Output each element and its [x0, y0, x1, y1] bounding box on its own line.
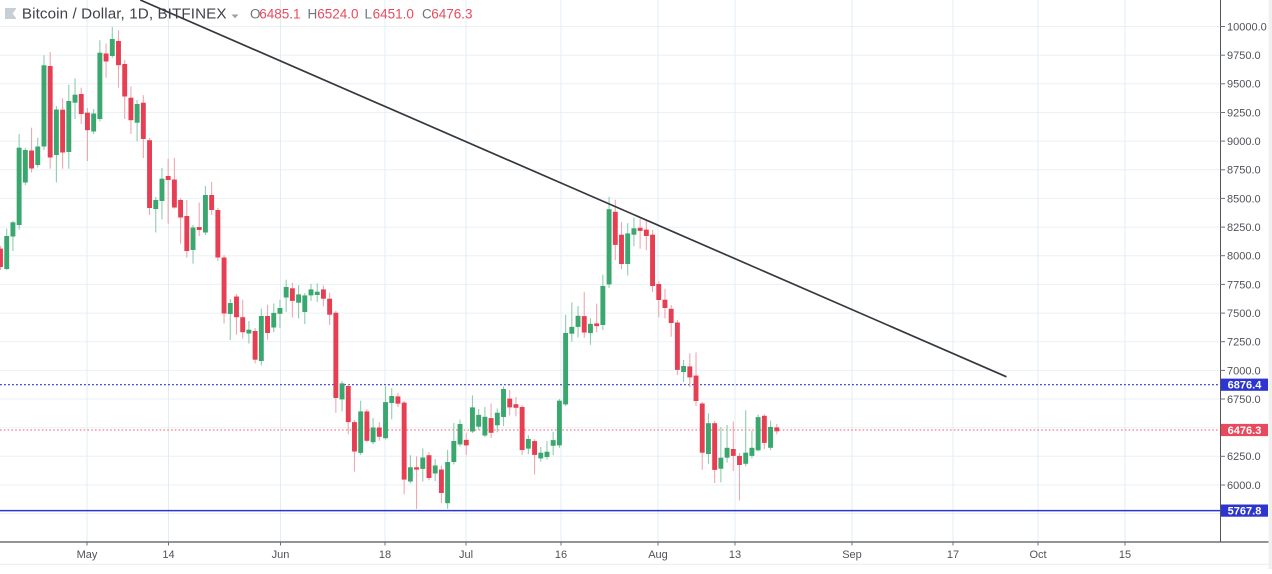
svg-text:7750.0: 7750.0 [1227, 279, 1261, 291]
svg-text:6000.0: 6000.0 [1227, 480, 1261, 492]
svg-text:Aug: Aug [648, 549, 668, 561]
svg-text:10000.0: 10000.0 [1227, 21, 1267, 33]
svg-text:Jun: Jun [272, 549, 290, 561]
svg-text:18: 18 [379, 549, 391, 561]
svg-text:9500.0: 9500.0 [1227, 79, 1261, 91]
svg-text:7000.0: 7000.0 [1227, 365, 1261, 377]
svg-text:6250.0: 6250.0 [1227, 451, 1261, 463]
svg-text:6750.0: 6750.0 [1227, 394, 1261, 406]
svg-text:7250.0: 7250.0 [1227, 337, 1261, 349]
svg-text:8750.0: 8750.0 [1227, 165, 1261, 177]
svg-text:8250.0: 8250.0 [1227, 222, 1261, 234]
svg-text:6476.3: 6476.3 [431, 6, 472, 21]
svg-text:May: May [77, 549, 98, 561]
svg-text:6524.0: 6524.0 [317, 6, 358, 21]
svg-text:9000.0: 9000.0 [1227, 136, 1261, 148]
svg-text:15: 15 [1119, 549, 1131, 561]
svg-text:17: 17 [947, 549, 959, 561]
svg-text:7500.0: 7500.0 [1227, 308, 1261, 320]
svg-text:5767.8: 5767.8 [1228, 506, 1262, 518]
svg-text:Sep: Sep [842, 549, 862, 561]
svg-text:16: 16 [555, 549, 567, 561]
svg-text:Bitcoin / Dollar, 1D, BITFINEX: Bitcoin / Dollar, 1D, BITFINEX [22, 6, 227, 23]
svg-text:14: 14 [162, 549, 174, 561]
svg-text:8000.0: 8000.0 [1227, 251, 1261, 263]
svg-text:8500.0: 8500.0 [1227, 193, 1261, 205]
svg-text:6451.0: 6451.0 [373, 6, 414, 21]
svg-text:6476.3: 6476.3 [1228, 425, 1262, 437]
svg-text:9750.0: 9750.0 [1227, 50, 1261, 62]
svg-text:Oct: Oct [1029, 549, 1046, 561]
svg-text:9250.0: 9250.0 [1227, 107, 1261, 119]
svg-text:Jul: Jul [459, 549, 473, 561]
svg-text:H: H [308, 6, 318, 21]
svg-text:6485.1: 6485.1 [259, 6, 300, 21]
svg-text:13: 13 [729, 549, 741, 561]
svg-text:6876.4: 6876.4 [1228, 380, 1263, 392]
svg-text:L: L [365, 6, 373, 21]
